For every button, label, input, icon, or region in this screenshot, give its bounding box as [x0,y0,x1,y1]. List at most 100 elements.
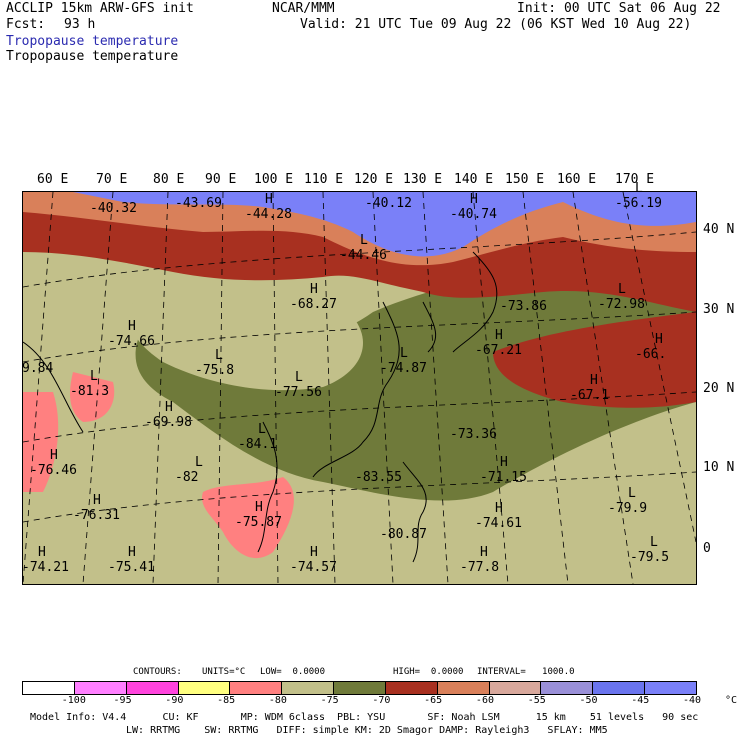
lon-label: 140 E [454,172,494,187]
plateau-region [129,297,363,391]
dark-olive-region [135,252,696,501]
color-bar-tick: -75 [320,695,339,706]
fcst-label: Fcst: [6,17,46,32]
lon-label: 80 E [153,172,185,187]
brown-east-region [493,312,696,408]
pressure-mark: L [295,370,303,385]
temperature-value: -40.32 [90,201,137,216]
lon-label: 130 E [403,172,443,187]
temperature-value: -76.31 [73,508,120,523]
field-title-2: Tropopause temperature [6,49,179,64]
lon-label: 110 E [304,172,344,187]
pressure-mark: H [165,400,173,415]
temperature-value: -68.27 [290,297,337,312]
map-panel [22,191,697,585]
temperature-value: 9.84 [22,361,54,376]
lon-label: 100 E [254,172,294,187]
blue-cap [73,192,696,257]
color-bar-segment [593,682,646,694]
valid-time: Valid: 21 UTC Tue 09 Aug 22 (06 KST Wed … [300,17,692,32]
color-bar-segment [437,682,490,694]
color-bar-tick: -40 [683,695,702,706]
color-bar-tick: -85 [217,695,236,706]
pressure-mark: L [360,233,368,248]
color-bar-tick: -70 [372,695,391,706]
coastlines [23,251,498,563]
color-bar-segment [74,682,127,694]
temperature-value: -43.69 [175,196,222,211]
pressure-mark: L [258,422,266,437]
model-info-line2: LW: RRTMG SW: RRTMG DIFF: simple KM: 2D … [126,725,608,736]
lon-label: 70 E [96,172,128,187]
graticule [23,192,696,584]
lat-label: 40 N [703,222,735,237]
color-bar-segment [645,682,696,694]
pressure-mark: L [195,455,203,470]
pressure-mark: H [500,455,508,470]
temperature-value: -81.3 [70,384,110,399]
lon-label: 160 E [557,172,597,187]
color-bar-tick: -100 [61,695,86,706]
temperature-value: -40.74 [450,207,497,222]
temperature-value: -40.12 [365,196,412,211]
color-bar-tick: -50 [579,695,598,706]
lat-label: 10 N [703,460,735,475]
temperature-value: -74.61 [475,516,522,531]
pressure-mark: H [480,545,488,560]
pressure-mark: H [255,500,263,515]
lat-label: 0 [703,541,711,556]
color-bar-segment [178,682,231,694]
temperature-value: -74.21 [22,560,69,575]
temperature-value: -44.46 [340,248,387,263]
pressure-mark: L [628,486,636,501]
temperature-value: -79.5 [630,550,670,565]
temperature-value: -66. [635,347,667,362]
temperature-value: -56.19 [615,196,662,211]
pressure-mark: H [265,192,273,207]
color-bar-segment [230,682,283,694]
color-bar-segment [334,682,386,694]
org-label: NCAR/MMM [272,1,335,16]
temperature-value: -76.46 [30,463,77,478]
color-bar-tick: -45 [631,695,650,706]
pressure-mark: L [400,346,408,361]
temperature-value: -73.86 [500,299,547,314]
temperature-value: -74.66 [108,334,155,349]
legend-high: HIGH= 0.0000 [393,667,464,677]
temperature-value: -44.28 [245,207,292,222]
map-canvas [23,192,696,584]
legend-interval: INTERVAL= 1000.0 [477,667,575,677]
pressure-mark: H [590,373,598,388]
pressure-mark: H [310,282,318,297]
temperature-value: -80.87 [380,527,427,542]
legend-low: LOW= 0.0000 [260,667,326,677]
temperature-value: -84.1 [238,437,278,452]
lon-label: 170 E [615,172,655,187]
pressure-mark: L [650,535,658,550]
pressure-mark: H [50,448,58,463]
pressure-mark: H [93,493,101,508]
temperature-value: -77.56 [275,385,322,400]
pressure-mark: H [128,319,136,334]
pressure-mark: H [38,545,46,560]
model-title: ACCLIP 15km ARW-GFS init [6,1,194,16]
lat-label: 30 N [703,302,735,317]
fcst-value: 93 h [64,17,96,32]
pressure-mark: H [128,545,136,560]
pressure-mark: L [90,369,98,384]
pressure-mark: L [618,282,626,297]
color-bar [22,681,697,695]
init-time: Init: 00 UTC Sat 06 Aug 22 [517,1,721,16]
temperature-value: -83.55 [355,470,402,485]
color-bar-segment [541,682,594,694]
temperature-value: -75.41 [108,560,155,575]
model-info-line1: Model Info: V4.4 CU: KF MP: WDM 6class P… [30,712,699,723]
legend-contours: CONTOURS: [133,667,182,677]
pressure-mark: L [215,348,223,363]
temperature-value: -74.57 [290,560,337,575]
temperature-value: -67.21 [475,343,522,358]
temperature-value: -72.98 [598,297,645,312]
lon-label: 120 E [354,172,394,187]
color-bar-tick: -65 [424,695,443,706]
temperature-value: -75.87 [235,515,282,530]
